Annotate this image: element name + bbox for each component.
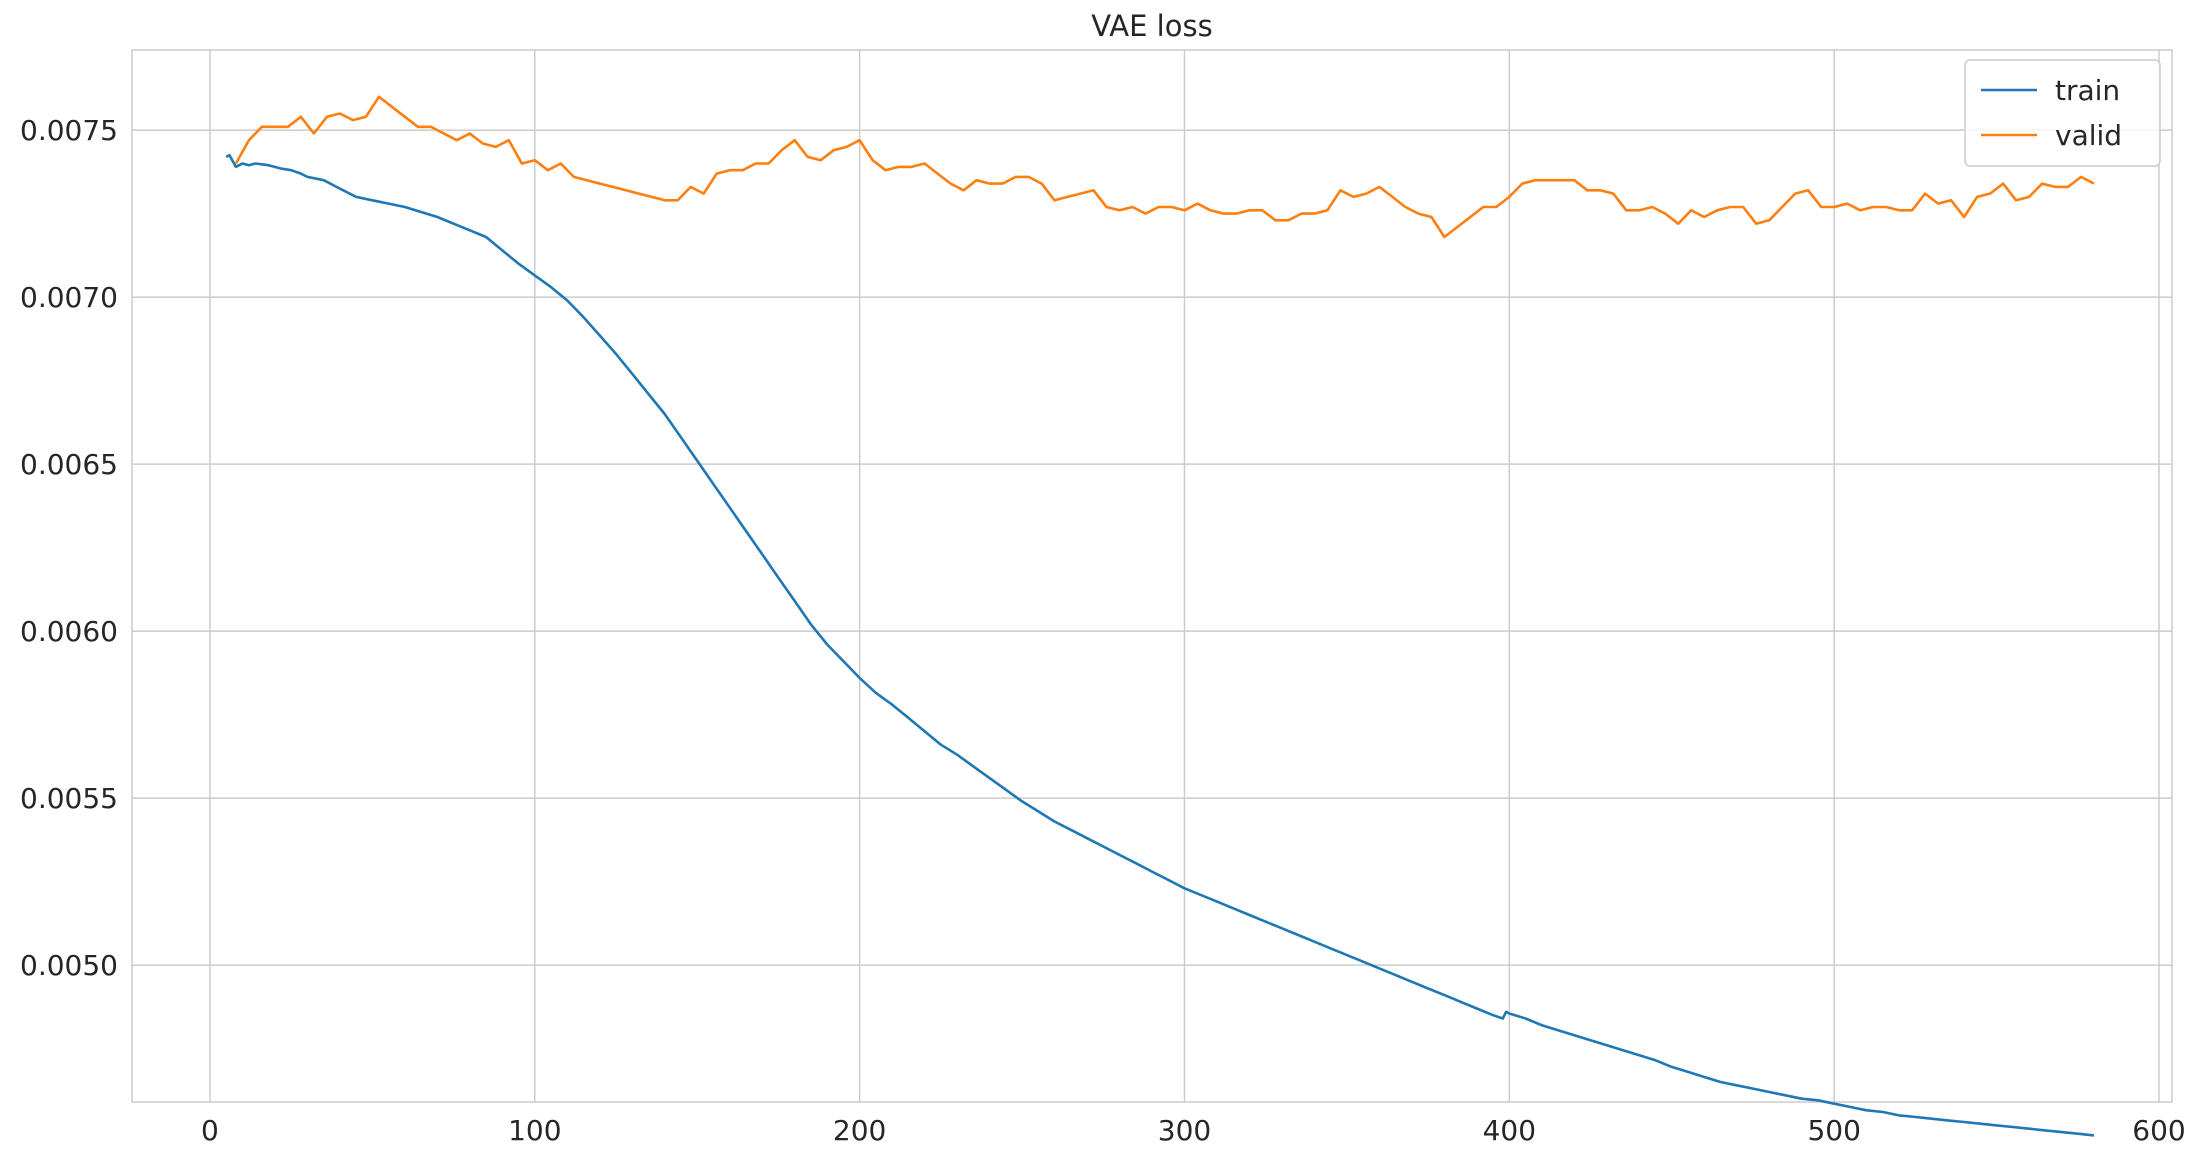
y-tick-label: 0.0070 — [20, 281, 118, 314]
y-tick-label: 0.0055 — [20, 782, 118, 815]
legend-label-train: train — [2055, 74, 2120, 107]
series-line-train — [225, 153, 2095, 1137]
series-group — [225, 95, 2095, 1137]
x-tick-label: 600 — [2132, 1114, 2185, 1147]
plot-frame — [131, 49, 2173, 1103]
x-tick-label: 100 — [508, 1114, 561, 1147]
legend: train valid — [1964, 59, 2161, 167]
y-tick-label: 0.0050 — [20, 949, 118, 982]
x-axis-ticks: 0 100 200 300 400 500 600 — [201, 1114, 2185, 1147]
y-tick-label: 0.0075 — [20, 114, 118, 147]
x-tick-label: 200 — [833, 1114, 886, 1147]
grid — [132, 50, 2172, 1102]
y-tick-label: 0.0065 — [20, 448, 118, 481]
x-tick-label: 500 — [1807, 1114, 1860, 1147]
y-axis-ticks: 0.0050 0.0055 0.0060 0.0065 0.0070 0.0075 — [20, 114, 118, 982]
legend-box — [1964, 59, 2161, 167]
x-tick-label: 300 — [1158, 1114, 1211, 1147]
y-tick-label: 0.0060 — [20, 615, 118, 648]
x-tick-label: 400 — [1483, 1114, 1536, 1147]
series-line-valid — [234, 95, 2095, 239]
chart-title: VAE loss — [1091, 9, 1212, 43]
x-tick-label: 0 — [201, 1114, 219, 1147]
legend-label-valid: valid — [2055, 119, 2122, 152]
